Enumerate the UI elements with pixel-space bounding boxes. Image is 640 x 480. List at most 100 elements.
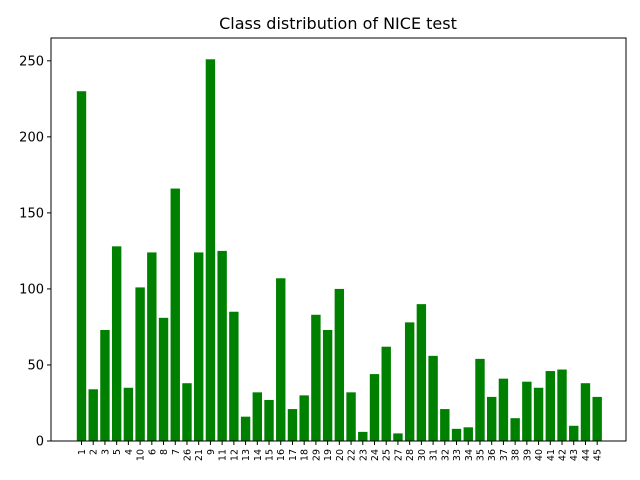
bar-19 bbox=[322, 329, 333, 441]
x-tick-label: 27 bbox=[393, 449, 404, 461]
y-axis: 0 50 100 150 200 250 bbox=[19, 54, 51, 450]
x-tick-label: 24 bbox=[370, 449, 381, 461]
x-tick-label: 45 bbox=[593, 449, 604, 461]
x-tick-label: 44 bbox=[581, 449, 592, 461]
x-tick-label: 36 bbox=[487, 449, 498, 461]
x-tick-label: 40 bbox=[534, 449, 545, 461]
bar-26 bbox=[182, 383, 192, 441]
plot-frame bbox=[50, 37, 627, 442]
x-tick-label: 26 bbox=[182, 449, 193, 461]
y-tick-label: 50 bbox=[27, 358, 44, 373]
bar-4 bbox=[123, 387, 134, 441]
bar-5 bbox=[111, 246, 122, 441]
bar-13 bbox=[240, 416, 251, 441]
x-tick-label: 20 bbox=[335, 449, 346, 461]
x-tick-label: 11 bbox=[218, 449, 229, 461]
x-tick-label: 35 bbox=[475, 449, 486, 461]
bar-17 bbox=[287, 409, 298, 441]
bar-45 bbox=[592, 396, 602, 441]
bar-42 bbox=[557, 369, 567, 441]
y-tick-label: 100 bbox=[19, 282, 44, 297]
x-tick-label: 5 bbox=[112, 449, 123, 455]
bar-44 bbox=[580, 383, 591, 441]
bar-10 bbox=[135, 287, 145, 441]
x-tick-label: 1 bbox=[77, 449, 88, 455]
x-tick-label: 9 bbox=[206, 449, 217, 455]
x-tick-label: 33 bbox=[452, 449, 463, 461]
x-tick-label: 42 bbox=[558, 449, 569, 461]
x-tick-label: 37 bbox=[499, 449, 510, 461]
x-tick-label: 4 bbox=[124, 449, 135, 455]
bar-25 bbox=[381, 346, 391, 441]
bar-12 bbox=[229, 311, 239, 441]
bar-7 bbox=[170, 188, 180, 441]
bar-24 bbox=[369, 374, 380, 441]
x-tick-label: 32 bbox=[440, 449, 451, 461]
x-tick-label: 8 bbox=[159, 449, 170, 455]
bar-29 bbox=[311, 314, 321, 441]
x-tick-label: 39 bbox=[522, 449, 533, 461]
bar-21 bbox=[194, 252, 204, 441]
bar-20 bbox=[334, 288, 345, 441]
bar-6 bbox=[147, 252, 157, 441]
bar-3 bbox=[100, 329, 110, 441]
bar-35 bbox=[475, 358, 485, 441]
x-tick-label: 43 bbox=[569, 449, 580, 461]
bar-28 bbox=[404, 322, 415, 441]
x-tick-label: 17 bbox=[288, 449, 299, 461]
x-tick-label: 2 bbox=[89, 449, 100, 455]
x-tick-label: 38 bbox=[511, 449, 522, 461]
bar-1 bbox=[76, 91, 87, 441]
bar-36 bbox=[487, 396, 497, 441]
bar-41 bbox=[545, 371, 555, 441]
bar-14 bbox=[252, 392, 262, 441]
x-tick-label: 15 bbox=[265, 449, 276, 461]
bar-38 bbox=[510, 418, 520, 441]
y-tick-label: 200 bbox=[19, 130, 44, 145]
x-tick-label: 22 bbox=[347, 449, 358, 461]
bars-group bbox=[76, 59, 602, 441]
x-axis: 1 2 3 5 4 10 6 8 7 26 21 9 11 12 13 14 15 16 17 18 29 19 20 22 2… bbox=[77, 441, 604, 461]
bar-22 bbox=[346, 392, 356, 441]
x-tick-label: 10 bbox=[136, 449, 147, 461]
x-tick-label: 25 bbox=[382, 449, 393, 461]
x-tick-label: 12 bbox=[229, 449, 240, 461]
bar-37 bbox=[498, 378, 509, 441]
x-tick-label: 41 bbox=[546, 449, 557, 461]
chart-title: Class distribution of NICE test bbox=[219, 14, 457, 33]
bar-8 bbox=[158, 317, 169, 441]
bar-34 bbox=[463, 427, 473, 441]
y-tick-label: 250 bbox=[19, 54, 44, 69]
bar-43 bbox=[569, 425, 579, 441]
x-tick-label: 23 bbox=[358, 449, 369, 461]
y-tick-label: 0 bbox=[36, 435, 44, 450]
x-tick-label: 21 bbox=[194, 449, 205, 461]
bar-27 bbox=[393, 433, 403, 441]
bar-2 bbox=[88, 389, 98, 441]
x-tick-label: 16 bbox=[276, 449, 287, 461]
x-tick-label: 18 bbox=[300, 449, 311, 461]
x-tick-label: 6 bbox=[147, 449, 158, 455]
x-tick-label: 7 bbox=[171, 449, 182, 455]
bar-30 bbox=[416, 304, 427, 441]
x-tick-label: 31 bbox=[429, 449, 440, 461]
x-tick-label: 13 bbox=[241, 449, 252, 461]
bar-33 bbox=[451, 428, 462, 441]
bar-18 bbox=[299, 395, 309, 441]
bar-32 bbox=[440, 409, 450, 441]
x-tick-label: 3 bbox=[100, 449, 111, 455]
bar-9 bbox=[205, 59, 216, 441]
x-tick-label: 19 bbox=[323, 449, 334, 461]
bar-31 bbox=[428, 355, 438, 441]
x-tick-label: 28 bbox=[405, 449, 416, 461]
x-tick-label: 30 bbox=[417, 449, 428, 461]
x-tick-label: 34 bbox=[464, 449, 475, 461]
bar-39 bbox=[522, 381, 532, 441]
x-tick-label: 14 bbox=[253, 449, 264, 461]
bar-11 bbox=[217, 250, 227, 441]
y-tick-label: 150 bbox=[19, 206, 44, 221]
bar-16 bbox=[276, 278, 286, 441]
bar-23 bbox=[358, 431, 368, 441]
bar-40 bbox=[533, 387, 544, 441]
